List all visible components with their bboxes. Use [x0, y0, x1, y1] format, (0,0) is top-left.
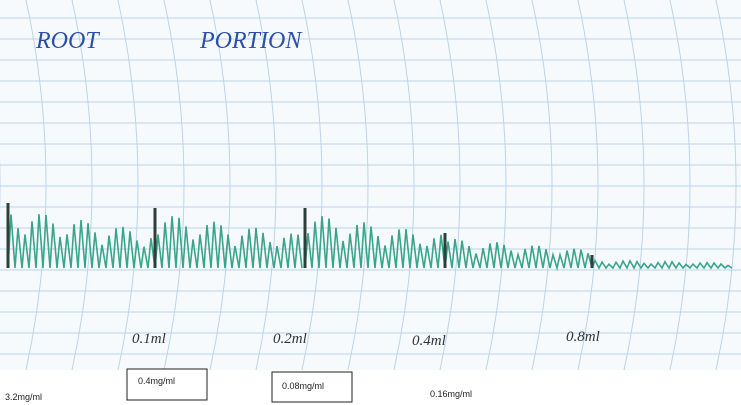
trace-label: 0.2ml [273, 331, 307, 347]
concentration-label: 3.2mg/ml [5, 392, 42, 402]
recorder-scan: ROOT PORTION 0.1ml 0.2ml 0.4ml 0.8ml 3.2… [0, 0, 741, 405]
caption-strip [0, 370, 741, 405]
paper [0, 0, 741, 370]
title-right: PORTION [199, 28, 303, 54]
title-left: ROOT [35, 28, 100, 54]
concentration-label: 0.16mg/ml [430, 389, 472, 399]
trace-label: 0.8ml [566, 329, 600, 345]
concentration-label: 0.4mg/ml [138, 376, 175, 386]
trace-label: 0.1ml [132, 331, 166, 347]
trace-label: 0.4ml [412, 333, 446, 349]
concentration-label: 0.08mg/ml [282, 381, 324, 391]
